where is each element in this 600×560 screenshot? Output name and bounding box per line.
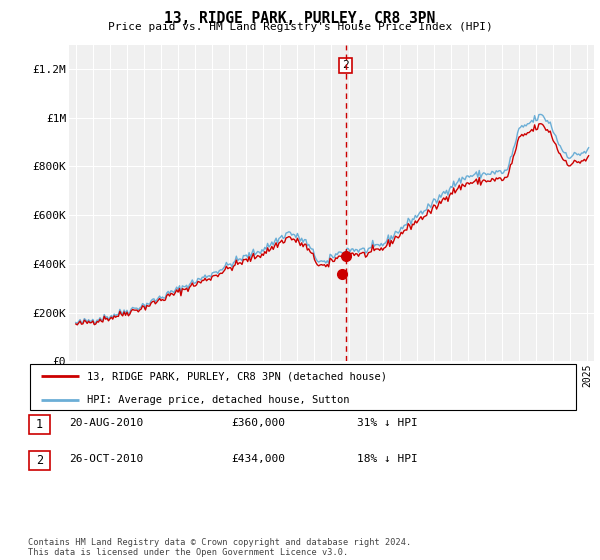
Text: 18% ↓ HPI: 18% ↓ HPI [357, 454, 418, 464]
Text: £434,000: £434,000 [231, 454, 285, 464]
Text: HPI: Average price, detached house, Sutton: HPI: Average price, detached house, Sutt… [88, 395, 350, 405]
Text: 2: 2 [342, 60, 349, 71]
Text: 2: 2 [36, 454, 43, 468]
Text: Contains HM Land Registry data © Crown copyright and database right 2024.
This d: Contains HM Land Registry data © Crown c… [28, 538, 412, 557]
Text: 13, RIDGE PARK, PURLEY, CR8 3PN (detached house): 13, RIDGE PARK, PURLEY, CR8 3PN (detache… [88, 371, 388, 381]
FancyBboxPatch shape [29, 415, 50, 434]
Text: 13, RIDGE PARK, PURLEY, CR8 3PN: 13, RIDGE PARK, PURLEY, CR8 3PN [164, 11, 436, 26]
FancyBboxPatch shape [29, 451, 50, 470]
Text: Price paid vs. HM Land Registry's House Price Index (HPI): Price paid vs. HM Land Registry's House … [107, 22, 493, 32]
Text: 31% ↓ HPI: 31% ↓ HPI [357, 418, 418, 428]
Text: 1: 1 [36, 418, 43, 431]
Text: 26-OCT-2010: 26-OCT-2010 [69, 454, 143, 464]
Text: 20-AUG-2010: 20-AUG-2010 [69, 418, 143, 428]
FancyBboxPatch shape [30, 364, 576, 410]
Text: £360,000: £360,000 [231, 418, 285, 428]
